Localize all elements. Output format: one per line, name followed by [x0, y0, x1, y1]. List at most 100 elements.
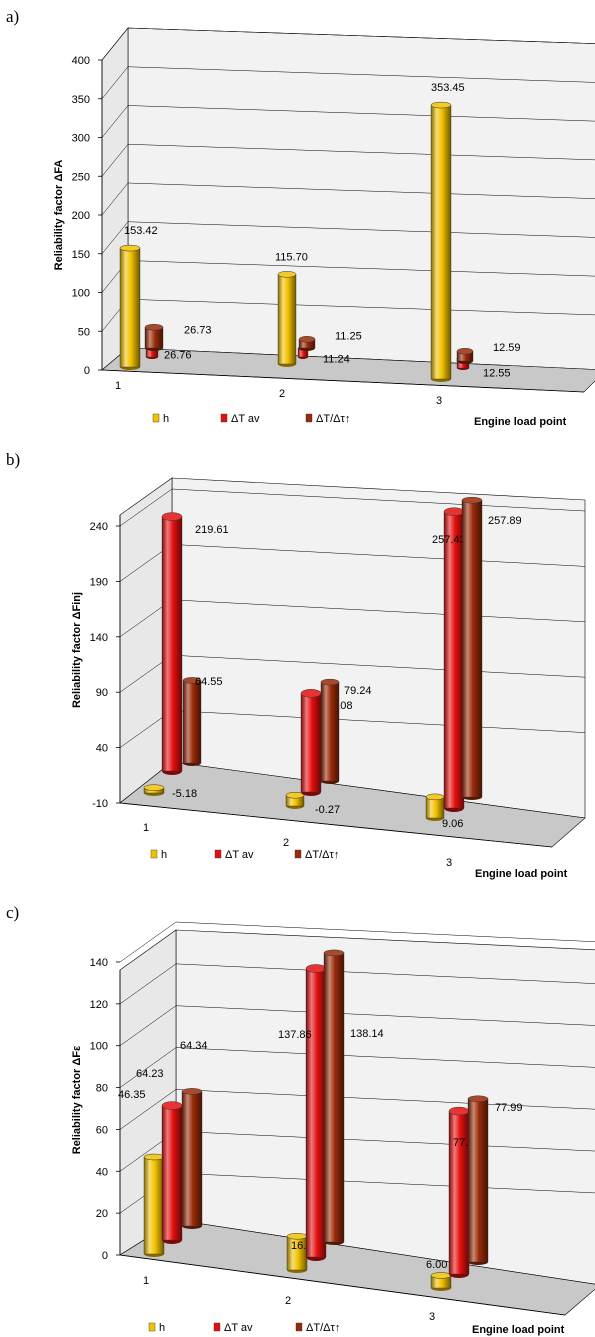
bar-top: [430, 101, 452, 109]
gridline: [175, 1172, 595, 1194]
x-axis: [119, 802, 553, 848]
gridline: [171, 544, 586, 567]
chart-panel-b: b) -10 40 90 140 190 240 Reliability factor ΔFi…: [6, 450, 586, 880]
legend-swatch: [214, 849, 222, 859]
gridline-side: [101, 27, 129, 61]
gridline: [175, 1131, 595, 1152]
bar-top: [298, 336, 316, 343]
y-tick-label: 0: [102, 1250, 108, 1262]
x-tick-label: 2: [283, 837, 289, 849]
bar-outline: [448, 1110, 470, 1275]
gridline: [127, 299, 595, 316]
bar-top: [443, 507, 465, 516]
gridline: [175, 1047, 595, 1068]
bar: [430, 101, 452, 382]
bar-top: [143, 784, 165, 791]
gridline: [127, 260, 595, 277]
bar: [448, 1106, 470, 1278]
bar: [456, 347, 474, 364]
y-tick-label: 90: [96, 687, 108, 699]
x-axis: [101, 369, 585, 393]
bar-outline: [461, 499, 483, 798]
data-label: -5.18: [172, 788, 197, 800]
gridline-side: [101, 221, 129, 254]
bar-top: [286, 1232, 308, 1240]
x-tick-label: 2: [279, 388, 285, 400]
bar: [285, 791, 305, 809]
panel-label: a): [6, 7, 19, 26]
gridline: [175, 963, 595, 984]
bar: [181, 1088, 203, 1229]
gridline: [171, 654, 586, 678]
y-tick-label: 140: [90, 957, 108, 969]
data-label: 257.43: [432, 534, 466, 546]
x-tick-label: 3: [429, 1311, 435, 1323]
y-tick-label: 50: [78, 326, 90, 338]
bar-outline: [161, 1105, 183, 1241]
chart-panel-c: c) 0 20 40 60 80 100 120 140 Reliability factor Δ…: [6, 903, 595, 1336]
y-tick-label: 80: [96, 1083, 108, 1095]
gridline: [171, 488, 586, 512]
bar-top: [285, 791, 305, 799]
data-label: 9.06: [442, 818, 463, 830]
gridline-side: [101, 105, 129, 138]
bar: [161, 1101, 183, 1244]
y-tick-label: 60: [96, 1124, 108, 1136]
bar-top: [456, 347, 474, 355]
x-tick-label: 1: [115, 380, 121, 392]
gridline-side: [119, 1047, 177, 1088]
legend-swatch: [150, 849, 158, 859]
legend-label: h: [163, 413, 169, 425]
bar: [320, 678, 340, 784]
y-tick-label: 190: [90, 576, 108, 588]
gridline-side: [101, 66, 129, 99]
data-label: 12.55: [483, 367, 511, 379]
legend-label: h: [161, 849, 167, 861]
bar: [143, 784, 165, 796]
bar: [286, 1232, 308, 1273]
y-tick-label: 40: [96, 1166, 108, 1178]
data-label: 64.34: [180, 1040, 208, 1052]
bar-top: [430, 1272, 452, 1279]
bar: [143, 1153, 165, 1257]
bar-outline: [143, 1156, 165, 1255]
legend-swatch: [213, 1322, 221, 1332]
legend-label: ΔT/Δτ↑: [305, 849, 339, 861]
chart-panel-a: a) 0 50 100 150 200 250 300 350 400 Reliability fa…: [6, 7, 595, 428]
gridline: [127, 105, 595, 122]
y-tick-label: 20: [96, 1208, 108, 1220]
y-tick-label: 300: [72, 133, 90, 145]
gridline: [171, 599, 586, 623]
bar: [305, 964, 327, 1261]
legend-swatch: [305, 413, 313, 423]
data-label: 138.14: [350, 1028, 384, 1040]
legend-label: ΔT av: [224, 1322, 253, 1334]
gridline: [175, 1005, 595, 1026]
y-tick-label: 100: [72, 288, 90, 300]
y-tick-label: 400: [72, 55, 90, 67]
data-label: 219.61: [195, 524, 229, 536]
bar: [277, 271, 297, 367]
gridline-side: [119, 1089, 177, 1130]
gridline-side: [119, 921, 177, 963]
legend-swatch: [148, 1322, 156, 1332]
bar-top: [305, 964, 327, 973]
data-label: 26.73: [184, 324, 212, 336]
bar-outline: [443, 511, 465, 809]
legend-swatch: [152, 413, 160, 423]
data-label: 257.89: [488, 515, 522, 527]
bar-top: [161, 512, 183, 521]
x-tick-label: 3: [436, 395, 442, 407]
bar-top: [181, 1088, 203, 1095]
y-axis-label: Reliability factor ΔFε: [71, 1045, 83, 1154]
bar-top: [323, 949, 345, 957]
bar-outline: [467, 1098, 489, 1263]
y-tick-label: 240: [90, 521, 108, 533]
bar-outline: [119, 247, 141, 368]
gridline-side: [119, 1005, 177, 1046]
panel-label: b): [6, 450, 20, 469]
bar: [182, 677, 202, 766]
data-label: 64.55: [195, 676, 223, 688]
bar-top: [182, 677, 202, 684]
panel-label: c): [6, 903, 19, 922]
